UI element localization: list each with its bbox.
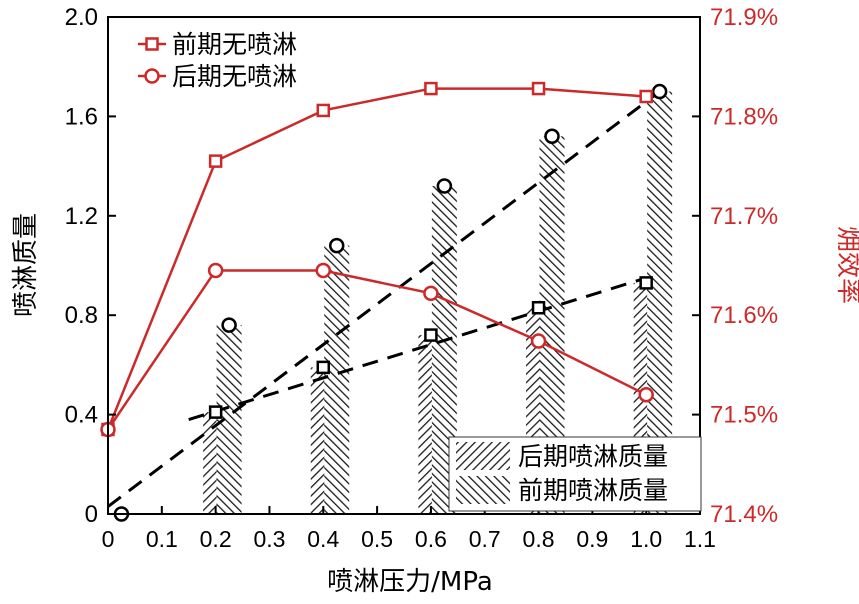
legend-mass: 后期喷淋质量 前期喷淋质量 [448, 436, 702, 512]
bar-forward-0 [216, 325, 242, 514]
x-axis-label: 喷淋压力/MPa [327, 567, 493, 597]
right-axis: 71.4% 71.5% 71.6% 71.7% 71.8% 71.9% [692, 4, 778, 528]
x-tick-label-10: 1.0 [630, 526, 662, 552]
efficiency-point-square-4 [531, 81, 546, 96]
mass-point-square-4 [639, 276, 653, 290]
mass-point-square-0 [208, 405, 223, 419]
legend-label-back: 后期喷淋质量 [518, 442, 668, 471]
mass-lines-layer [107, 83, 668, 522]
right-tick-label-1: 71.5% [710, 402, 778, 429]
x-tick-label-8: 0.8 [523, 526, 555, 552]
mass-point-circle-4 [544, 128, 560, 145]
mass-trend-line-square [188, 276, 647, 422]
plot-frame [107, 16, 701, 515]
mass-point-circle-3 [436, 178, 453, 194]
x-tick-label-0: 0 [102, 526, 115, 552]
legend-marker-circle [144, 68, 160, 84]
left-tick-label-3: 1.2 [65, 203, 98, 230]
legend-label-forward: 前期喷淋质量 [518, 476, 668, 505]
efficiency-point-circle-2 [315, 262, 332, 279]
right-tick-label-0: 71.4% [710, 501, 778, 528]
efficiency-point-square-1 [208, 154, 223, 168]
efficiency-line-circle [106, 269, 647, 431]
efficiency-point-circle-1 [207, 262, 224, 279]
efficiency-point-square-2 [316, 103, 331, 118]
right-tick-label-5: 71.9% [710, 4, 778, 31]
efficiency-lines-layer [100, 81, 654, 438]
mass-point-square-2 [424, 328, 438, 342]
x-tick-label-3: 0.3 [253, 526, 285, 552]
efficiency-point-circle-5 [638, 386, 654, 403]
left-axis-label: 喷淋质量 [11, 213, 41, 317]
mass-trend-line-circle [107, 90, 661, 508]
right-tick-label-3: 71.7% [710, 203, 778, 230]
right-tick-label-2: 71.6% [710, 302, 778, 329]
x-tick-label-9: 0.9 [576, 526, 608, 552]
right-tick-label-4: 71.8% [710, 103, 778, 130]
left-tick-label-0: 0 [85, 501, 98, 528]
x-tick-label-1: 0.1 [146, 526, 178, 552]
left-tick-label-4: 1.6 [65, 103, 98, 130]
x-tick-label-4: 0.4 [307, 526, 339, 552]
legend-swatch-back [456, 442, 510, 470]
bar-forward-1 [324, 245, 350, 514]
efficiency-point-circle-4 [530, 333, 547, 349]
efficiency-point-square-5 [639, 89, 653, 104]
legend-swatch-forward [456, 476, 510, 504]
efficiency-point-square-3 [424, 81, 438, 96]
efficiency-line-square [106, 87, 647, 430]
left-tick-label-1: 0.4 [65, 402, 98, 429]
left-tick-label-5: 2.0 [65, 4, 98, 31]
x-tick-label-6: 0.6 [415, 526, 447, 552]
mass-point-circle-1 [221, 317, 237, 333]
x-tick-label-7: 0.7 [469, 526, 501, 552]
x-axis: 0 0.1 0.2 0.3 0.4 0.5 0.6 0.7 0.8 0.9 1.0 1.1 [102, 506, 716, 552]
left-axis: 0 0.4 0.8 1.2 1.6 2.0 [65, 4, 116, 528]
right-axis-label: 㶲效率 [833, 226, 859, 304]
mass-point-square-1 [316, 360, 331, 375]
x-tick-label-5: 0.5 [361, 526, 393, 552]
mass-point-square-3 [531, 300, 546, 315]
mass-point-circle-5 [651, 83, 668, 100]
legend-label-square: 前期无喷淋 [172, 30, 297, 59]
x-tick-label-11: 1.1 [684, 526, 716, 552]
legend-marker-square [145, 37, 159, 51]
efficiency-point-circle-3 [423, 285, 439, 302]
legend-label-circle: 后期无喷淋 [172, 62, 297, 91]
x-tick-label-2: 0.2 [200, 526, 232, 552]
left-tick-label-2: 0.8 [65, 302, 98, 329]
mass-point-circle-2 [328, 237, 345, 254]
